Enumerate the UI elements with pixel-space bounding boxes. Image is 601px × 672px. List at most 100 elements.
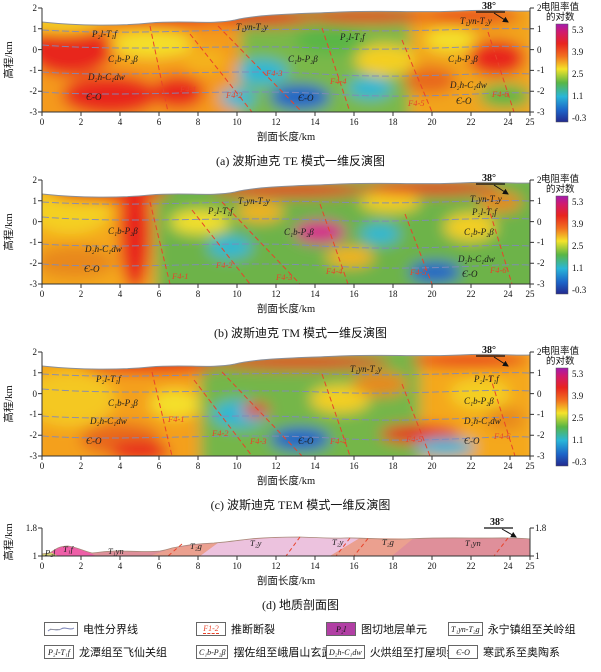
tick-label: 1 [33,368,38,378]
tick-label: -3 [537,451,545,461]
tick-label: 8 [196,289,201,299]
tick-label: 0 [40,561,45,571]
electrical-boundary-lines [42,200,530,269]
tick-label: 6 [157,289,162,299]
legend-item-tyn-tg: T₁yn-T₂g 永宁镇组至关岭组 [448,621,590,637]
axes: 1.8 1 1.8 1 0 2 4 6 8 10 12 14 16 18 20 … [2,523,547,587]
tick-label: 20 [428,561,438,571]
tick-label: 18 [389,561,399,571]
strat-label: Є-O [86,92,102,102]
strat-unit-labels: C₁b-P₂β D₂h-C₁dw Є-O P₂l-T₁f T₁yn-T₂y C₁… [84,194,502,279]
tick-label: 2 [33,347,38,357]
tick-label: 18 [389,289,399,299]
strat-label: Є-O [462,269,478,279]
north-annotation: 38° [484,517,517,538]
tick-label: 1 [535,551,540,561]
legend-item-cb-pb: C₁b-P₂β 摆佐组至峨眉山玄武岩 [196,644,343,660]
resistivity-image [42,182,530,284]
tick-label: 14 [311,117,321,127]
tick-label: 0 [537,389,542,399]
strat-label: P₂l-T₁f [339,32,366,42]
colorbar-tick: -0.3 [572,285,587,295]
legend-item-eo: Є-O 寒武系至奥陶系 [448,644,590,660]
colorbar: 电阻率值 的对数 5.3 3.9 2.5 1.1 -0.3 [541,173,587,295]
colorbar-tick: 2.5 [572,241,584,251]
tick-label: 1 [33,551,38,561]
wavy-line-icon [47,627,75,632]
tick-label: 24 [504,561,514,571]
tem-section-plot: F4-1 F4-2 F4-3 F4-4 F4-5 F4-6 P₂l-T₁f C₁… [2,345,587,487]
colorbar-tick: 5.3 [572,369,584,379]
colorbar-tick: 1.1 [572,263,583,273]
fault-lines [149,25,515,113]
map-legend: 电性分界线 F1-2 推断断裂 P₂l 图切地层单元 T₁yn-T₂g 永宁镇组… [44,621,590,660]
colorbar-tick: 2.5 [572,413,584,423]
tick-label: 4 [118,289,123,299]
panel-tem-inversion: F4-1 F4-2 F4-3 F4-4 F4-5 F4-6 P₂l-T₁f C₁… [0,344,601,513]
colorbar-tick: 2.5 [572,69,584,79]
fault-label: F4-4 [329,76,347,86]
strat-label: T₂g [382,537,394,547]
fault-lines [149,201,513,285]
panel-geologic-section: P₂l T₁f T₁yn T₂g T₂y T₂y T₂g T₁yn 1.8 1 … [0,516,601,613]
axes: 2 1 0 -1 -2 -3 2 1 0 -1 -2 -3 0 2 4 6 8 … [2,175,545,315]
tick-label: -3 [30,107,38,117]
tick-label: -3 [537,279,545,289]
tick-label: 6 [157,461,162,471]
tick-label: 8 [196,117,201,127]
tick-label: -2 [537,430,545,440]
strat-label: D₂h-C₁dw [449,80,487,90]
tick-label: 6 [157,561,162,571]
strat-label: Є-O [456,96,472,106]
strat-unit-labels: P₂l-T₁f C₁b-P₂β D₂h-C₁dw Є-O T₁yn-T₂y Є-… [86,364,501,446]
tick-label: 1.8 [26,523,38,533]
caption-c: (c) 波斯迪克 TEM 模式一维反演图 [210,498,391,512]
legend-item-boundary: 电性分界线 [44,621,196,637]
tick-label: 12 [272,117,281,127]
tick-label: 10 [233,289,243,299]
north-label: 38° [482,173,496,184]
colorbar: 电阻率值 的对数 5.3 3.9 2.5 1.1 -0.3 [541,345,587,467]
tick-label: 2 [79,461,84,471]
fault-label: F4-5 [405,434,423,444]
caption-a: (a) 波斯迪克 TE 模式一维反演图 [216,154,385,168]
strat-label: C₁b-P₂β [448,54,478,64]
tick-label: 0 [33,45,38,55]
tick-label: 0 [33,217,38,227]
colorbar-tick: -0.3 [572,457,587,467]
strat-label: T₂y [332,537,344,547]
fault-label: F4-5 [409,267,427,277]
tick-label: -1 [537,65,545,75]
fault-labels: F4-1 F4-2 F4-3 F4-4 F4-5 F4-6 [179,68,509,108]
legend-label: 龙潭组至飞仙关组 [79,647,167,659]
strat-label: D₂h-C₁dw [463,416,501,426]
strat-label: T₁yn-T₂y [470,194,502,204]
tick-label: -1 [30,409,38,419]
north-label: 38° [482,345,496,356]
strat-label: C₁b-P₂β [108,398,138,408]
strat-label: T₁yn [108,546,124,556]
fault-label: F4-2 [211,428,229,438]
strat-label: Є-O [86,436,102,446]
tick-label: 12 [272,461,281,471]
tick-label: 14 [311,561,321,571]
caption-b: (b) 波斯迪克 TM 模式一维反演图 [214,326,387,340]
tick-label: 16 [350,289,360,299]
tick-label: -1 [537,237,545,247]
tick-label: 12 [272,289,281,299]
caption-d: (d) 地质剖面图 [262,598,339,612]
fault-lines [167,536,509,557]
strat-label: D₂h-C₁dw [87,72,125,82]
strat-label: C₁b-P₂β [464,396,494,406]
tick-label: 2 [79,117,84,127]
north-annotation: 38° [476,1,509,23]
legend-item-dh-cdw: D₂h-C₁dw 火烘组至打屋坝组 [326,644,458,660]
tick-label: 10 [233,461,243,471]
tick-label: 2 [79,289,84,299]
geology-polygons [42,537,530,556]
panel-tm-inversion: F4-1 F4-2 F4-3 F4-4 F4-5 F4-6 C₁b-P₂β D₂… [0,172,601,341]
tick-label: 24 [504,117,514,127]
fault-label: F4-1 [179,84,197,94]
strat-label: Є-O [298,93,314,103]
